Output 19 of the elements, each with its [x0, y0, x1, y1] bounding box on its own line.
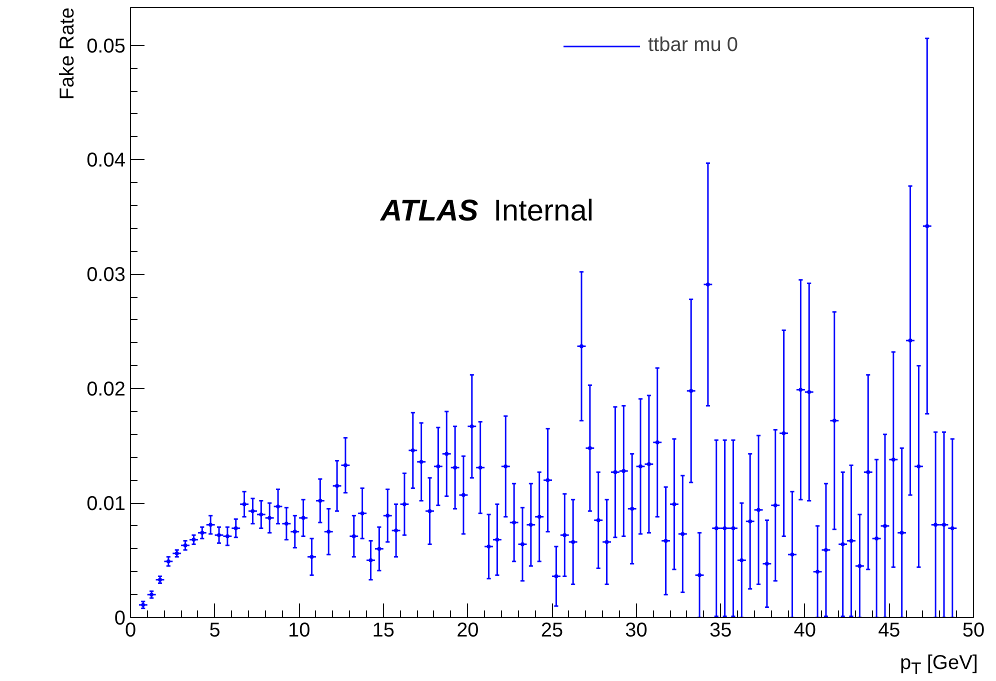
x-axis-title: p$_{T}$ [GeV]: [900, 651, 978, 680]
x-tick-label: 35: [709, 620, 732, 642]
x-tick-label: 5: [209, 620, 220, 642]
y-tick-label: 0.02: [86, 378, 126, 401]
y-axis-title: Fake Rate: [56, 8, 78, 100]
x-tick-label: 50: [962, 620, 985, 642]
x-tick-label: 25: [540, 620, 564, 642]
y-tick-label: 0.01: [86, 493, 126, 516]
x-tick-label: 20: [456, 620, 479, 642]
legend-label: ttbar mu 0: [648, 34, 738, 57]
x-tick-label: 30: [625, 620, 648, 642]
y-tick-label: 0.05: [86, 35, 126, 58]
x-tick-label: 15: [372, 620, 395, 642]
x-tick-label: 10: [288, 620, 310, 642]
x-tick-label: 45: [878, 620, 900, 642]
x-tick-label: 40: [794, 620, 816, 642]
annotation: ATLAS Internal: [380, 194, 594, 228]
y-tick-label: 0.04: [86, 150, 126, 172]
y-tick-label: 0.03: [86, 264, 126, 286]
